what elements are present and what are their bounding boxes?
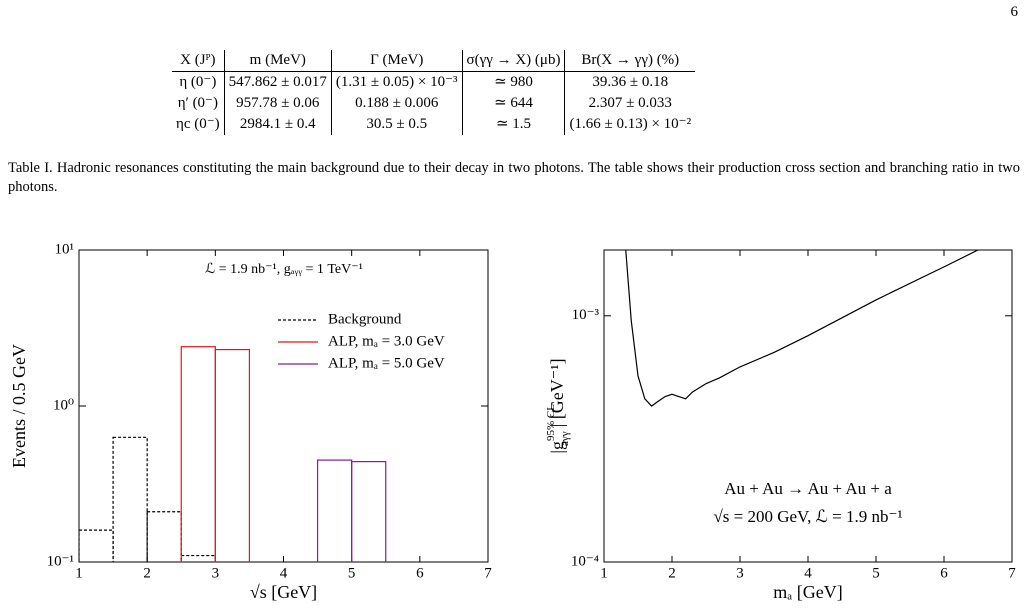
column-header: σ(γγ → X) (μb) [461, 50, 565, 72]
label-sub: aγγ [559, 431, 571, 446]
x-tick-label: 2 [668, 565, 676, 581]
x-tick-label: 5 [872, 565, 880, 581]
table-cell: ≃ 980 [461, 71, 565, 93]
x-tick-label: 7 [1008, 565, 1016, 581]
x-axis-label: √s [GeV] [250, 582, 317, 602]
column-header: m (MeV) [223, 50, 332, 72]
line [625, 250, 979, 407]
table-cell: ηc (0⁻) [176, 116, 220, 132]
histogram-bar [112, 436, 148, 562]
plot-area [79, 346, 387, 562]
table-cell: 957.78 ± 0.06 [223, 93, 332, 114]
table-header: X (Jᴾ) m (MeV) Γ (MeV) σ(γγ → X) (μb) Br(X →… [172, 50, 696, 72]
x-tick-label: 4 [280, 565, 288, 581]
label-part: |g [547, 441, 567, 454]
table-body: η (0⁻) 547.862 ± 0.017 (1.31 ± 0.05) × 10⁻… [172, 71, 696, 135]
x-tick-label: 6 [416, 565, 424, 581]
legend-label: ALP, mₐ = 5.0 GeV [328, 355, 445, 371]
y-tick-label: 10⁻³ [572, 307, 600, 323]
page-number: 6 [1010, 4, 1019, 20]
y-axis-label: |g95% CL aγγ | [GeV⁻¹] [545, 358, 571, 453]
y-axis-label: Events / 0.5 GeV [9, 344, 29, 468]
histogram-bar [146, 511, 182, 562]
histogram-bar [316, 459, 353, 562]
histogram-bar [180, 554, 216, 562]
x-tick-label: 7 [484, 565, 492, 581]
y-tick-label: 10⁻¹ [47, 553, 74, 569]
table-cell: η′ (0⁻) [177, 95, 218, 111]
label-sup: 95% CL [545, 404, 557, 441]
y-tick-label: 10⁰ [53, 397, 74, 413]
table-cell: 39.36 ± 0.18 [564, 71, 696, 93]
x-tick-label: 6 [940, 565, 948, 581]
table-cell: ≃ 1.5 [461, 114, 565, 135]
label-part: | [GeV⁻¹] [547, 358, 567, 427]
x-tick-label: 3 [212, 565, 220, 581]
x-tick-label: 2 [143, 565, 151, 581]
x-tick-label: 4 [804, 565, 812, 581]
x-tick-label: 3 [736, 565, 744, 581]
table-cell: 0.188 ± 0.006 [330, 93, 463, 114]
table: X (Jᴾ) m (MeV) Γ (MeV) σ(γγ → X) (μb) Br(X →… [172, 50, 696, 135]
annotation: √s = 200 GeV, ℒ = 1.9 nb⁻¹ [713, 507, 902, 526]
x-tick-label: 1 [600, 565, 608, 581]
plot-frame [78, 249, 489, 563]
column-header: X (Jᴾ) [172, 50, 225, 72]
column-header: Γ (MeV) [330, 50, 463, 72]
plot-area [625, 250, 979, 407]
table-cell: (1.31 ± 0.05) × 10⁻³ [330, 71, 463, 93]
table-cell: η (0⁻) [179, 74, 217, 90]
table-cell: 30.5 ± 0.5 [330, 114, 463, 135]
table-cell: ≃ 644 [461, 93, 565, 114]
histogram-bar [351, 461, 387, 562]
table-cell: 547.862 ± 0.017 [223, 71, 332, 93]
legend-label: ALP, mₐ = 3.0 GeV [328, 333, 445, 349]
legend-label: Background [328, 311, 402, 327]
table-cell: 2984.1 ± 0.4 [223, 114, 332, 135]
column-header: Br(X → γγ) (%) [564, 50, 696, 72]
annotation: Au + Au → Au + Au + a [724, 479, 892, 498]
x-axis-label: mₐ [GeV] [773, 582, 842, 602]
x-tick-label: 1 [75, 565, 83, 581]
table-row: η (0⁻) 547.862 ± 0.017 (1.31 ± 0.05) × 10⁻… [172, 71, 696, 93]
table-caption: Table I. Hadronic resonances constitutin… [8, 160, 1020, 195]
histogram-bar [180, 346, 216, 562]
table-row: η′ (0⁻) 957.78 ± 0.06 0.188 ± 0.006 ≃ 644 2.… [172, 93, 696, 114]
table-cell: (1.66 ± 0.13) × 10⁻² [564, 114, 696, 135]
histogram-bar [214, 348, 251, 562]
table-row: ηc (0⁻) 2984.1 ± 0.4 30.5 ± 0.5 ≃ 1.5 (1.66 … [172, 114, 696, 135]
x-tick-label: 5 [348, 565, 356, 581]
histogram-bar [79, 529, 114, 562]
y-tick-label: 10⁻⁴ [571, 553, 599, 569]
table-cell: 2.307 ± 0.033 [564, 93, 696, 114]
annotation: ℒ = 1.9 nb⁻¹, gₐᵧᵧ = 1 TeV⁻¹ [205, 262, 363, 277]
y-tick-label: 10¹ [55, 241, 75, 257]
